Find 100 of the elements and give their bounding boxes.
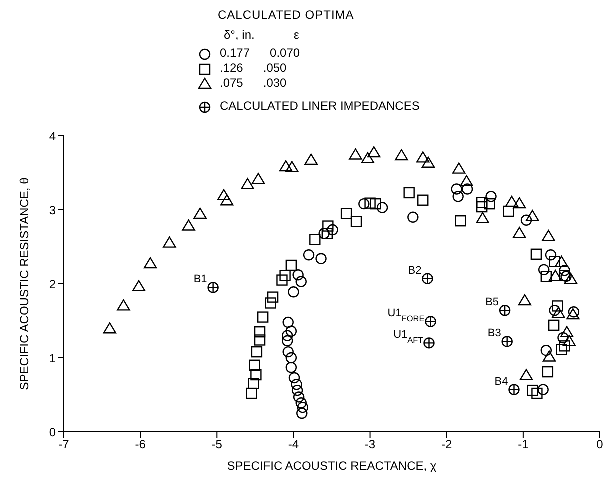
point [540, 271, 552, 282]
x-axis-title: SPECIFIC ACOUSTIC REACTANCE, χ [227, 459, 438, 473]
point [530, 248, 542, 260]
annotation: U1$_{FORE}$ [388, 308, 426, 324]
point [292, 384, 304, 396]
point [279, 160, 293, 172]
y-axis-title: SPECIFIC ACOUSTIC RESISTANCE, θ [17, 177, 32, 390]
point [376, 202, 388, 214]
point [520, 369, 534, 380]
point [476, 212, 490, 224]
point [246, 388, 258, 400]
point [538, 384, 549, 396]
point [476, 201, 488, 213]
legend-title: CALCULATED OPTIMA [218, 8, 356, 22]
point [368, 146, 381, 158]
point [361, 152, 375, 164]
point [288, 286, 300, 298]
point [254, 326, 266, 338]
point [358, 198, 370, 210]
point [559, 340, 570, 352]
legend-label: .075 .030 [220, 76, 287, 91]
point [132, 280, 146, 292]
point [254, 334, 266, 346]
point [545, 250, 557, 261]
point [286, 326, 298, 337]
y-tick-label: 3 [49, 203, 56, 218]
point [267, 292, 279, 303]
point [408, 212, 419, 223]
legend-label: CALCULATED LINER IMPEDANCES [220, 99, 420, 114]
point [452, 191, 464, 202]
point [418, 194, 429, 206]
point [486, 191, 497, 202]
point [286, 161, 299, 172]
point [276, 274, 288, 286]
point [564, 272, 578, 284]
y-tick-label: 0 [49, 425, 56, 440]
point [282, 346, 294, 358]
point [286, 362, 298, 374]
point [182, 220, 196, 231]
point [280, 270, 291, 282]
x-tick-label: -3 [364, 438, 376, 452]
point [349, 148, 362, 160]
x-tick-label: -4 [288, 438, 300, 452]
x-tick-label: -2 [442, 438, 453, 452]
point [250, 369, 262, 381]
point [404, 187, 415, 199]
point [288, 372, 300, 384]
point [364, 198, 376, 209]
point [526, 210, 540, 222]
point [542, 350, 556, 362]
point [350, 216, 362, 228]
point [296, 276, 307, 288]
point [460, 175, 474, 186]
x-tick-label: -5 [212, 438, 223, 452]
point [292, 270, 304, 281]
point [370, 198, 382, 210]
annotation: B1 [194, 274, 208, 286]
legend-label: 0.177 0.070 [220, 46, 300, 61]
point [296, 408, 308, 420]
point [422, 156, 436, 168]
point [560, 326, 574, 338]
annotation: B2 [408, 264, 422, 277]
y-tick-label: 2 [49, 277, 56, 292]
point [476, 197, 488, 208]
point [303, 250, 315, 261]
point [540, 345, 552, 356]
point [555, 256, 568, 268]
point [316, 253, 327, 264]
point [527, 384, 538, 396]
point [395, 149, 408, 161]
point [322, 228, 334, 240]
point [502, 336, 513, 348]
point [286, 352, 298, 364]
point [249, 360, 260, 371]
point [451, 184, 462, 195]
y-tick-label: 4 [49, 129, 56, 144]
point [513, 197, 526, 209]
point [452, 162, 466, 174]
point [513, 227, 526, 238]
annotation: U1$_{AFT}$ [394, 329, 424, 345]
point [520, 214, 532, 226]
point [424, 338, 435, 349]
point [194, 208, 207, 220]
point [558, 332, 569, 344]
point [282, 335, 294, 347]
x-tick-label: -1 [518, 438, 530, 452]
text: ε [294, 28, 300, 42]
point [297, 402, 309, 414]
annotation: B3 [488, 328, 502, 340]
point [532, 388, 543, 400]
point [518, 294, 532, 306]
point [117, 300, 130, 311]
point [293, 392, 305, 403]
annotation: B5 [486, 296, 500, 309]
point [241, 178, 254, 190]
point [291, 379, 302, 390]
point [310, 234, 321, 246]
point [220, 194, 234, 206]
point [425, 316, 436, 328]
point [282, 330, 294, 342]
